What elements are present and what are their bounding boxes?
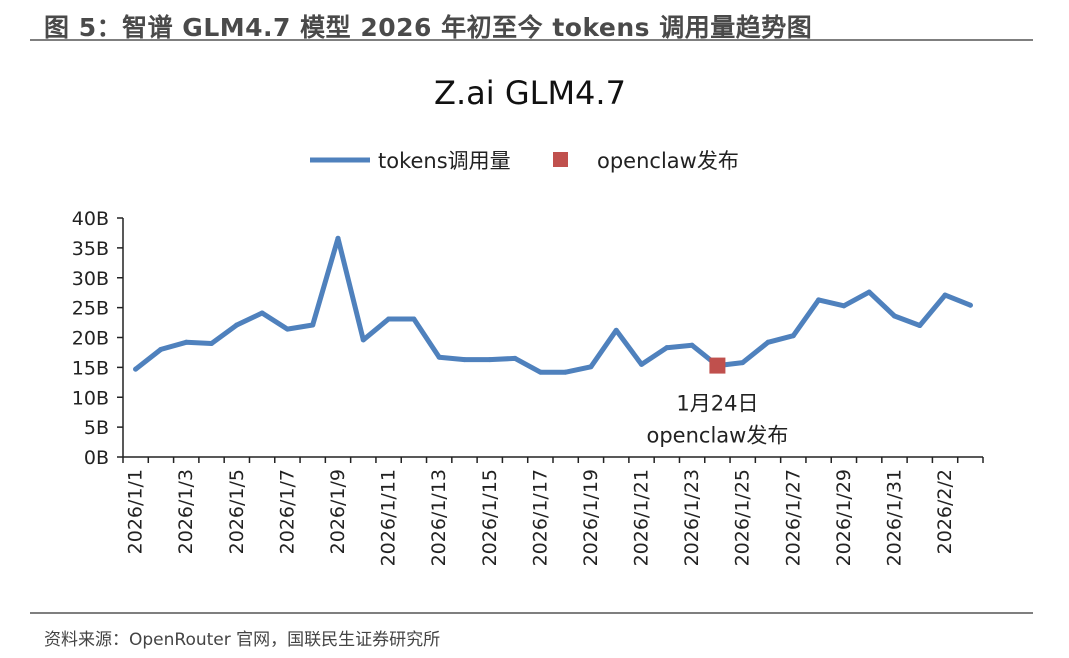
series-tokens [133, 235, 973, 375]
x-tick-label: 2026/1/27 [782, 469, 804, 566]
data-point [841, 303, 847, 309]
data-point [335, 235, 341, 241]
y-tick-label: 40B [72, 208, 109, 230]
data-point [183, 339, 189, 345]
openclaw-marker [709, 357, 726, 374]
x-tick-label: 2026/1/17 [529, 469, 551, 566]
legend-label-tokens: tokens调用量 [378, 149, 511, 173]
data-point [386, 316, 392, 322]
y-tick-label: 30B [72, 268, 109, 290]
data-point [942, 292, 948, 298]
y-tick-label: 0B [84, 447, 109, 469]
data-point [816, 297, 822, 303]
data-point [537, 369, 543, 375]
x-tick-label: 2026/1/21 [631, 469, 653, 566]
data-point [487, 357, 493, 363]
data-point [158, 346, 164, 352]
data-point [563, 369, 569, 375]
data-point [284, 326, 290, 332]
data-point [639, 361, 645, 367]
axes [122, 218, 983, 458]
data-point [740, 360, 746, 366]
annotation-date: 1月24日 [676, 392, 758, 416]
y-tick-label: 35B [72, 238, 109, 260]
y-tick-label: 25B [72, 298, 109, 320]
data-point [436, 354, 442, 360]
data-point [664, 345, 670, 351]
data-point [310, 322, 316, 328]
x-tick-label: 2026/1/3 [175, 469, 197, 554]
data-point [133, 366, 139, 372]
y-tick-label: 5B [84, 417, 109, 439]
data-point [259, 310, 265, 316]
x-tick-label: 2026/1/23 [681, 469, 703, 566]
data-point [512, 355, 518, 361]
data-point [461, 357, 467, 363]
data-point [613, 327, 619, 333]
legend-label-openclaw: openclaw发布 [597, 149, 739, 173]
x-tick-label: 2026/1/29 [833, 469, 855, 566]
data-point [967, 302, 973, 308]
x-tick-label: 2026/1/19 [580, 469, 602, 566]
x-tick-label: 2026/1/31 [883, 469, 905, 566]
figure-title: 图 5：智谱 GLM4.7 模型 2026 年初至今 tokens 调用量趋势图 [44, 13, 813, 42]
x-tick-label: 2026/1/9 [327, 469, 349, 554]
data-point [917, 323, 923, 329]
data-point [411, 316, 417, 322]
legend: tokens调用量 openclaw发布 [310, 149, 739, 173]
data-point [234, 322, 240, 328]
source-note: 资料来源：OpenRouter 官网，国联民生证券研究所 [44, 630, 441, 650]
x-tick-label: 2026/1/15 [479, 469, 501, 566]
data-point [866, 289, 872, 295]
top-rule [30, 39, 1033, 41]
x-tick-label: 2026/1/25 [732, 469, 754, 566]
x-tick-label: 2026/1/11 [378, 469, 400, 566]
data-point [209, 340, 215, 346]
x-tick-label: 2026/1/5 [226, 469, 248, 554]
data-point [689, 342, 695, 348]
x-tick-label: 2026/1/1 [125, 469, 147, 554]
data-point [588, 364, 594, 370]
x-tick-label: 2026/1/7 [276, 469, 298, 554]
y-axis-ticks: 0B 5B 10B 15B 20B 25B 30B 35B 40B [72, 208, 123, 469]
y-tick-label: 15B [72, 357, 109, 379]
tokens-series-line [133, 235, 973, 375]
x-tick-label: 2026/1/13 [428, 469, 450, 566]
series-openclaw: 1月24日 openclaw发布 [646, 357, 788, 448]
data-point [360, 337, 366, 343]
y-tick-label: 20B [72, 328, 109, 350]
data-point [891, 313, 897, 319]
data-point [765, 339, 771, 345]
bottom-rule [30, 612, 1033, 614]
x-tick-label: 2026/2/2 [934, 469, 956, 554]
legend-marker-swatch [553, 152, 568, 167]
chart-title: Z.ai GLM4.7 [434, 74, 626, 112]
y-tick-label: 10B [72, 387, 109, 409]
annotation-label: openclaw发布 [646, 424, 788, 448]
x-axis-ticks: 2026/1/1 2026/1/3 2026/1/5 2026/1/7 2026/1/9… [122, 457, 984, 566]
data-point [790, 333, 796, 339]
